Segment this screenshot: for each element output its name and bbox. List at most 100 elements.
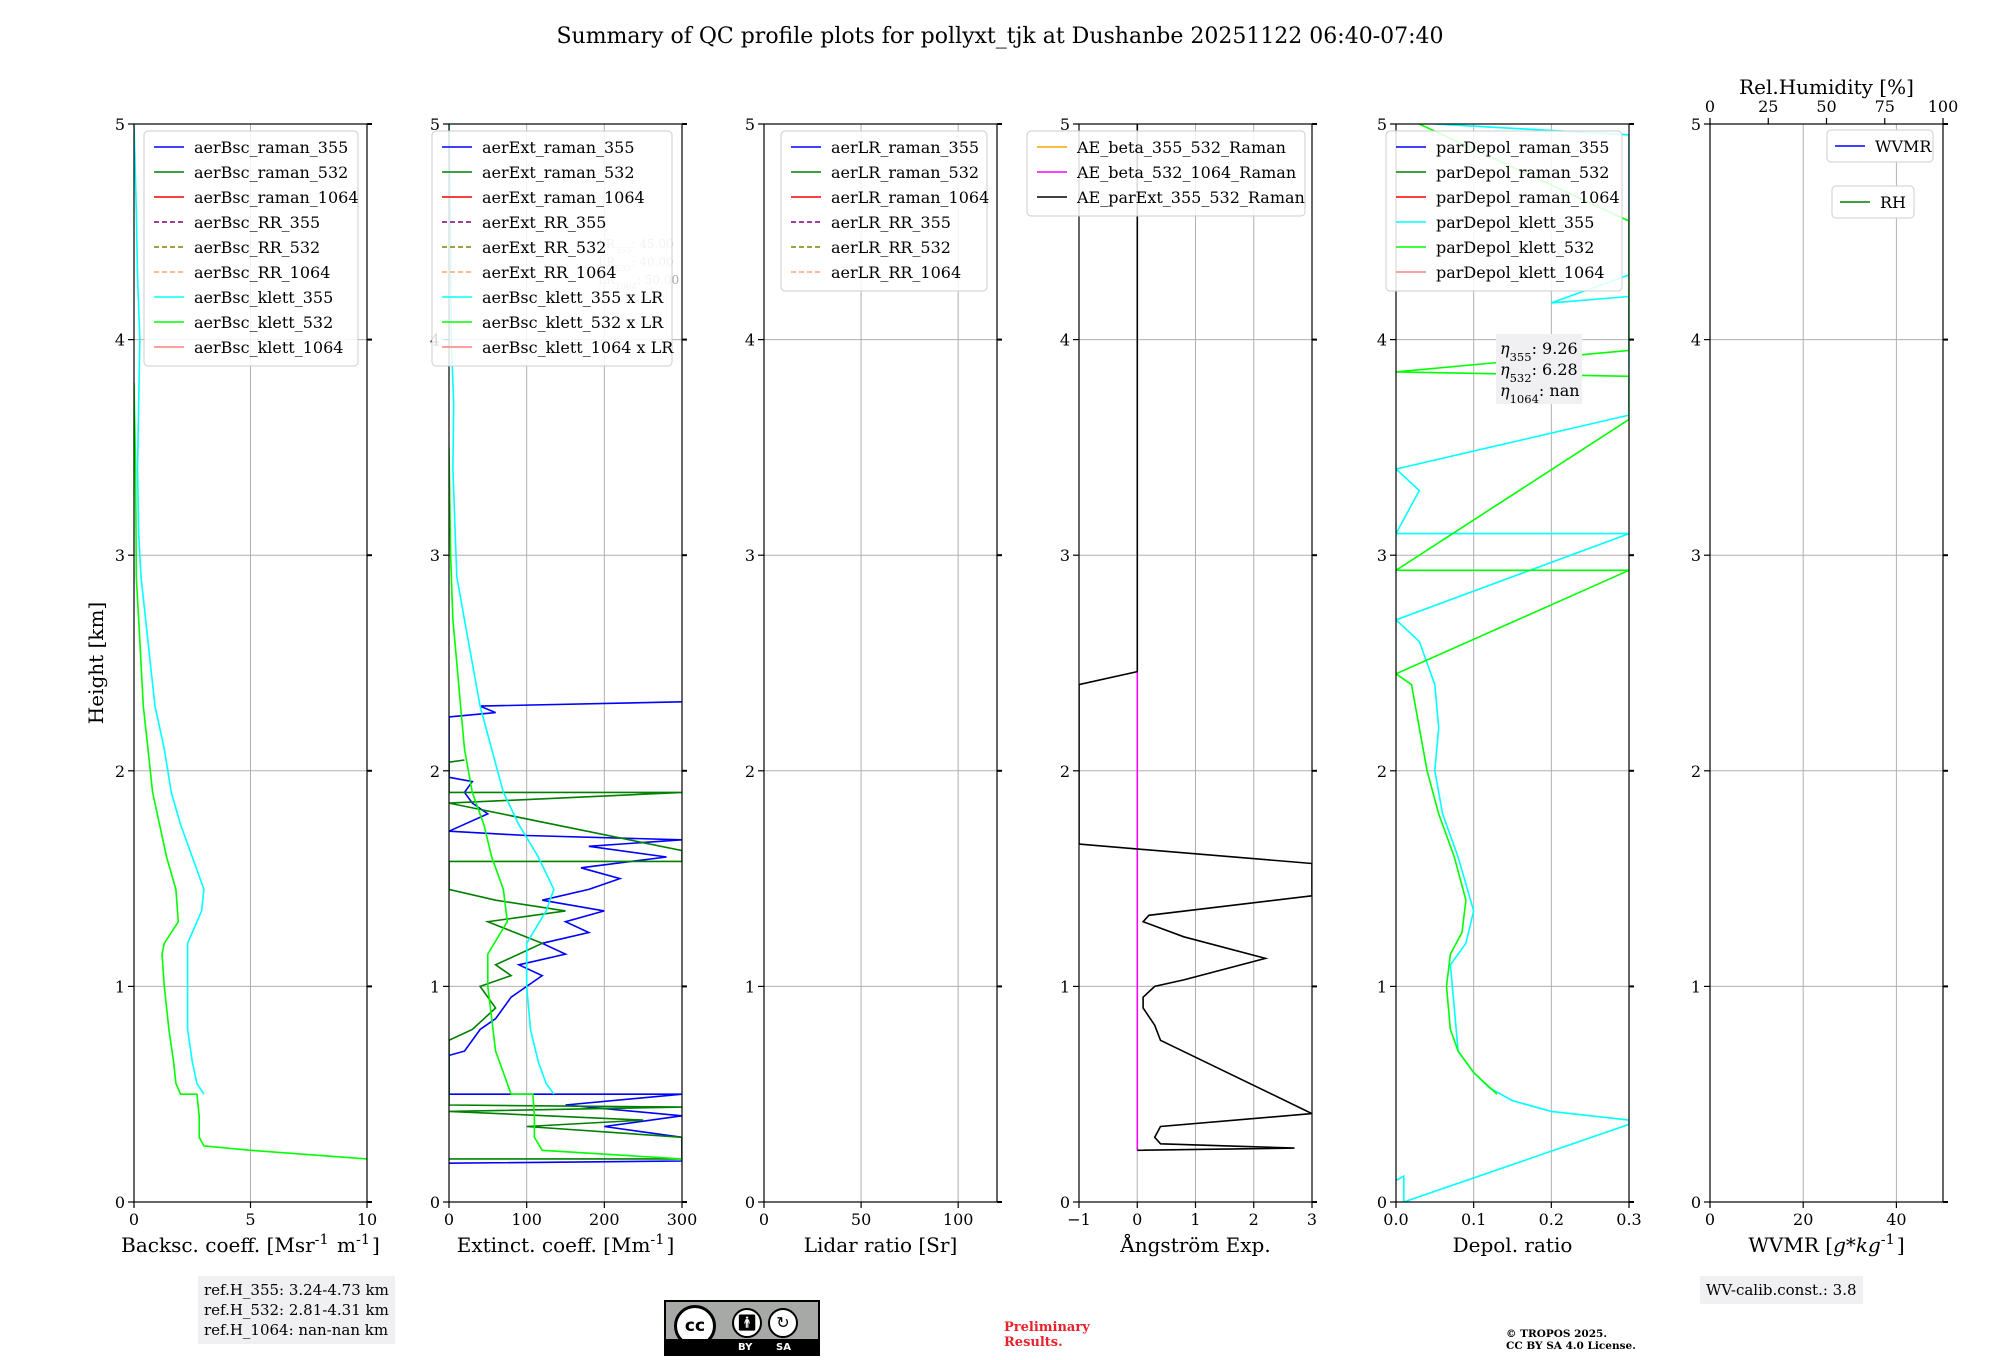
x-axis-label: WVMR [g*kg-1 ] — [1748, 1232, 1904, 1257]
legend-box — [1385, 130, 1623, 292]
y-tick-label: 5 — [430, 115, 440, 134]
x-tick-label: 50 — [851, 1210, 871, 1229]
y-tick-label: 3 — [430, 546, 440, 565]
x-tick-label: 300 — [667, 1210, 698, 1229]
copyright-line-1: © TROPOS 2025. — [1506, 1328, 1608, 1340]
series-aerBsc_klett_532 x LR — [449, 447, 682, 1160]
x-tick-label: 0 — [1705, 1210, 1715, 1229]
series-aerBsc_klett_355 — [134, 124, 205, 1095]
x-axis-label: Extinct. coeff. [Mm-1 ] — [457, 1232, 675, 1257]
y-tick-label: 4 — [745, 331, 755, 350]
y-tick-label: 2 — [115, 762, 125, 781]
legend-label: parDepol_raman_1064 — [1436, 188, 1620, 207]
eta-label: η355: 9.26 — [1500, 339, 1578, 364]
x-tick-label: 0.2 — [1539, 1210, 1564, 1229]
legend-label: aerLR_RR_1064 — [831, 263, 961, 282]
refh-355: ref.H_355: 3.24-4.73 km — [204, 1281, 389, 1299]
wv-calib-const: WV-calib.const.: 3.8 — [1706, 1281, 1857, 1299]
eta-label: η532: 6.28 — [1500, 360, 1578, 385]
legend-label: parDepol_klett_1064 — [1436, 263, 1605, 282]
legend-label: aerBsc_klett_355 — [194, 288, 333, 307]
y-tick-label: 1 — [745, 977, 755, 996]
x-axis-label: Lidar ratio [Sr] — [804, 1233, 958, 1257]
legend-label: parDepol_klett_532 — [1436, 238, 1594, 257]
copyright-note: © TROPOS 2025. CC BY SA 4.0 License. — [1506, 1328, 1636, 1352]
share-alike-icon: ↻ — [768, 1308, 798, 1338]
preliminary-results-note: Preliminary Results. — [1004, 1320, 1090, 1350]
x-tick-label: 1 — [1190, 1210, 1200, 1229]
legend-label: aerExt_RR_1064 — [482, 263, 617, 282]
legend-label: aerExt_RR_532 — [482, 238, 606, 257]
legend-box — [780, 130, 988, 292]
y-tick-label: 5 — [115, 115, 125, 134]
panel-wvmr: 0 20 40 0 1 2 3 4 5 WVMR [g*kg-1 ] 0 25 50 75 100 Rel.H… — [1691, 75, 1958, 1257]
series-AE_parExt_355_532_Raman — [1079, 124, 1312, 1152]
panel-lidar_ratio: 0 50 100 0 1 2 3 4 5 Lidar ratio [Sr] aerLR_raman_… — [745, 115, 1002, 1257]
series-parDepol_klett_532 — [1396, 124, 1629, 1095]
y-tick-label: 3 — [115, 546, 125, 565]
person-icon: 🚹︎ — [732, 1308, 762, 1338]
cc-sa-label: SA — [776, 1342, 791, 1353]
y-tick-label: 0 — [1377, 1193, 1387, 1212]
legend-label: aerBsc_raman_355 — [194, 138, 348, 157]
y-tick-label: 0 — [745, 1193, 755, 1212]
copyright-line-2: CC BY SA 4.0 License. — [1506, 1340, 1636, 1352]
legend-label: parDepol_klett_355 — [1436, 213, 1594, 232]
legend-label: aerBsc_RR_355 — [194, 213, 320, 232]
legend-box — [1826, 129, 1934, 163]
y-axis-label: Height [km] — [84, 602, 108, 724]
x-axis-label: Ångström Exp. — [1119, 1232, 1270, 1257]
legend-label: aerBsc_klett_1064 x LR — [482, 338, 674, 357]
y-tick-label: 3 — [1691, 546, 1701, 565]
y-tick-label: 2 — [1060, 762, 1070, 781]
eta-box — [1496, 334, 1582, 404]
y-tick-label: 5 — [745, 115, 755, 134]
refh-532: ref.H_532: 2.81-4.31 km — [204, 1301, 389, 1319]
legend-label: aerExt_raman_1064 — [482, 188, 645, 207]
x-tick-label: 5 — [245, 1210, 255, 1229]
refh-1064: ref.H_1064: nan-nan km — [204, 1321, 389, 1339]
cc-license-logo: cc 🚹︎ ↻ BY SA — [664, 1300, 820, 1356]
legend-label: parDepol_raman_355 — [1436, 138, 1609, 157]
y-tick-label: 4 — [1377, 331, 1387, 350]
legend-label: aerBsc_RR_1064 — [194, 263, 330, 282]
x-tick-label: 10 — [357, 1210, 377, 1229]
y-tick-label: 1 — [1691, 977, 1701, 996]
x-tick-label: 20 — [1793, 1210, 1813, 1229]
y-tick-label: 0 — [1691, 1193, 1701, 1212]
legend-box — [1026, 130, 1306, 217]
y-tick-label: 3 — [745, 546, 755, 565]
y-tick-label: 0 — [430, 1193, 440, 1212]
y-tick-label: 4 — [115, 331, 125, 350]
x-tick-label: 0 — [759, 1210, 769, 1229]
axes-frame — [1709, 123, 1944, 1203]
series-aerBsc_klett_355 x LR — [449, 124, 555, 1095]
series-aerExt_raman_355 — [449, 701, 682, 1164]
panel-backscatter: 0 5 10 0 1 2 3 4 5 Backsc. coeff. [Msr-1 m-1 ] Hei… — [84, 115, 380, 1257]
axes-frame — [1395, 123, 1630, 1203]
panel-depol: 0.0 0.1 0.2 0.3 0 1 2 3 4 5 Depol. ratio parDepol_r… — [1377, 115, 1642, 1257]
legend-box — [143, 130, 359, 367]
x-tick-label: 40 — [1886, 1210, 1906, 1229]
x-tick-label: 0.3 — [1616, 1210, 1641, 1229]
x-tick-label: 3 — [1307, 1210, 1317, 1229]
legend-label: aerBsc_klett_532 — [194, 313, 333, 332]
y-tick-label: 1 — [115, 977, 125, 996]
series-aerExt_raman_532 — [449, 759, 682, 1160]
y-tick-label: 2 — [1691, 762, 1701, 781]
legend-label: AE_beta_355_532_Raman — [1076, 138, 1286, 157]
x-tick-label: 200 — [589, 1210, 620, 1229]
x-tick-label: 0 — [1132, 1210, 1142, 1229]
legend-label: aerBsc_klett_355 x LR — [482, 288, 664, 307]
y-tick-label: 2 — [745, 762, 755, 781]
legend-label: parDepol_raman_532 — [1436, 163, 1609, 182]
legend-label: AE_beta_532_1064_Raman — [1076, 163, 1296, 182]
x-axis-label: Depol. ratio — [1453, 1233, 1573, 1257]
y-tick-label: 1 — [430, 977, 440, 996]
legend-label: aerLR_RR_532 — [831, 238, 951, 257]
x-tick-label: −1 — [1067, 1210, 1091, 1229]
preliminary-line-1: Preliminary — [1004, 1320, 1090, 1335]
legend-label: aerBsc_raman_1064 — [194, 188, 359, 207]
x-tick-label: 0.1 — [1461, 1210, 1486, 1229]
